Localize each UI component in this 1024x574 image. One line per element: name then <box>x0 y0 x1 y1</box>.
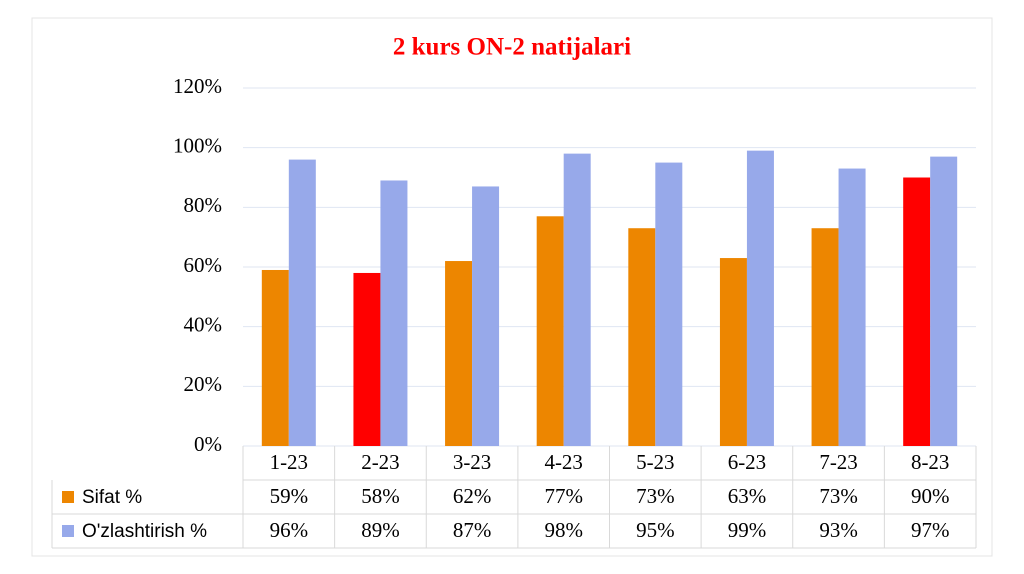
bar <box>380 180 408 446</box>
x-tick-label: 4-23 <box>544 450 583 474</box>
y-tick-label: 100% <box>173 133 222 157</box>
table-value: 96% <box>270 518 309 542</box>
table-value: 77% <box>544 484 583 508</box>
bar <box>288 159 316 446</box>
bar <box>930 156 958 446</box>
table-value: 63% <box>728 484 767 508</box>
table-value: 99% <box>728 518 767 542</box>
x-tick-label: 3-23 <box>453 450 492 474</box>
bar <box>719 258 747 446</box>
bar <box>746 150 774 446</box>
table-value: 62% <box>453 484 492 508</box>
bar <box>472 186 500 446</box>
table-value: 93% <box>819 518 858 542</box>
bar <box>563 153 591 446</box>
table-value: 59% <box>270 484 309 508</box>
bar <box>353 272 381 446</box>
table-value: 97% <box>911 518 950 542</box>
table-value: 87% <box>453 518 492 542</box>
legend-label: Sifat % <box>82 487 142 508</box>
y-tick-label: 20% <box>184 372 223 396</box>
x-tick-label: 1-23 <box>270 450 309 474</box>
x-tick-label: 8-23 <box>911 450 950 474</box>
x-tick-label: 5-23 <box>636 450 675 474</box>
x-tick-label: 2-23 <box>361 450 400 474</box>
bar <box>261 269 289 446</box>
legend-key <box>62 525 74 537</box>
table-value: 58% <box>361 484 400 508</box>
x-tick-label: 7-23 <box>819 450 858 474</box>
bar <box>536 216 564 446</box>
bar <box>628 228 656 446</box>
table-value: 98% <box>544 518 583 542</box>
table-value: 95% <box>636 518 675 542</box>
y-tick-label: 120% <box>173 74 222 98</box>
y-tick-label: 80% <box>184 193 223 217</box>
chart-title: 2 kurs ON-2 natijalari <box>393 34 631 61</box>
x-tick-label: 6-23 <box>728 450 767 474</box>
table-value: 89% <box>361 518 400 542</box>
bar <box>655 162 683 447</box>
y-tick-label: 40% <box>184 312 223 336</box>
legend-label: O'zlashtirish % <box>82 521 207 542</box>
legend-key <box>62 491 74 503</box>
bar <box>811 228 839 446</box>
y-tick-label: 0% <box>194 432 222 456</box>
bar <box>838 168 866 447</box>
table-value: 73% <box>636 484 675 508</box>
bar <box>445 261 473 446</box>
table-value: 73% <box>819 484 858 508</box>
table-value: 90% <box>911 484 950 508</box>
bar <box>903 177 931 446</box>
y-tick-label: 60% <box>184 253 223 277</box>
